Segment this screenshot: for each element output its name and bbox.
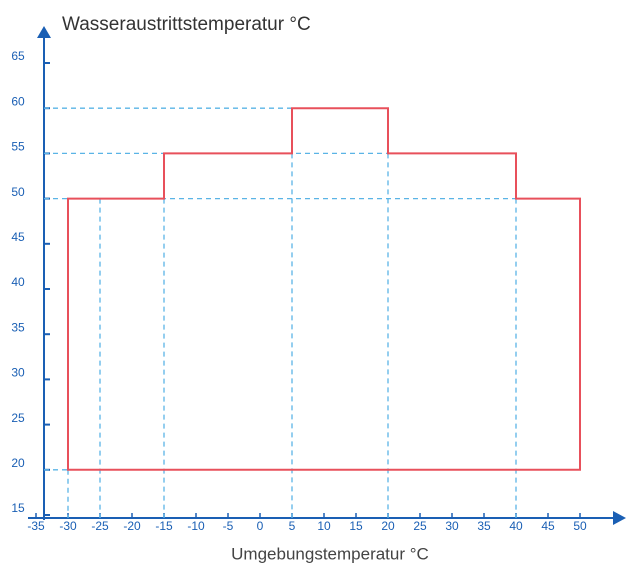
x-tick-label: -10 [187,519,205,533]
x-tick-label: -20 [123,519,141,533]
y-tick-label: 20 [11,456,25,470]
x-tick-label: 20 [381,519,395,533]
x-tick-label: -25 [91,519,109,533]
y-tick-label: 35 [11,320,25,334]
x-tick-label: -5 [223,519,234,533]
envelope-line [67,107,581,471]
x-tick-label: 50 [573,519,587,533]
y-tick-label: 25 [11,411,25,425]
x-tick-label: -15 [155,519,173,533]
x-tick-label: 25 [413,519,427,533]
x-tick-label: 30 [445,519,459,533]
x-axis-label: Umgebungstemperatur °C [231,544,429,563]
x-tick-label: 40 [509,519,523,533]
x-tick-label: 45 [541,519,555,533]
x-tick-label: 35 [477,519,491,533]
x-axis-arrow [613,511,626,525]
y-tick-label: 40 [11,275,25,289]
y-tick-label: 60 [11,94,25,108]
x-tick-label: 15 [349,519,363,533]
x-tick-label: 5 [289,519,296,533]
chart-title: Wasseraustrittstemperatur °C [62,14,311,35]
x-tick-label: 10 [317,519,331,533]
x-tick-label: -35 [27,519,45,533]
y-tick-label: 30 [11,366,25,380]
y-tick-label: 45 [11,230,25,244]
y-tick-label: 50 [11,185,25,199]
y-tick-label: 65 [11,49,25,63]
x-tick-label: -30 [59,519,77,533]
y-axis-arrow [37,26,51,38]
y-tick-label: 55 [11,140,25,154]
x-tick-label: 0 [257,519,264,533]
y-tick-label: 15 [11,501,25,515]
